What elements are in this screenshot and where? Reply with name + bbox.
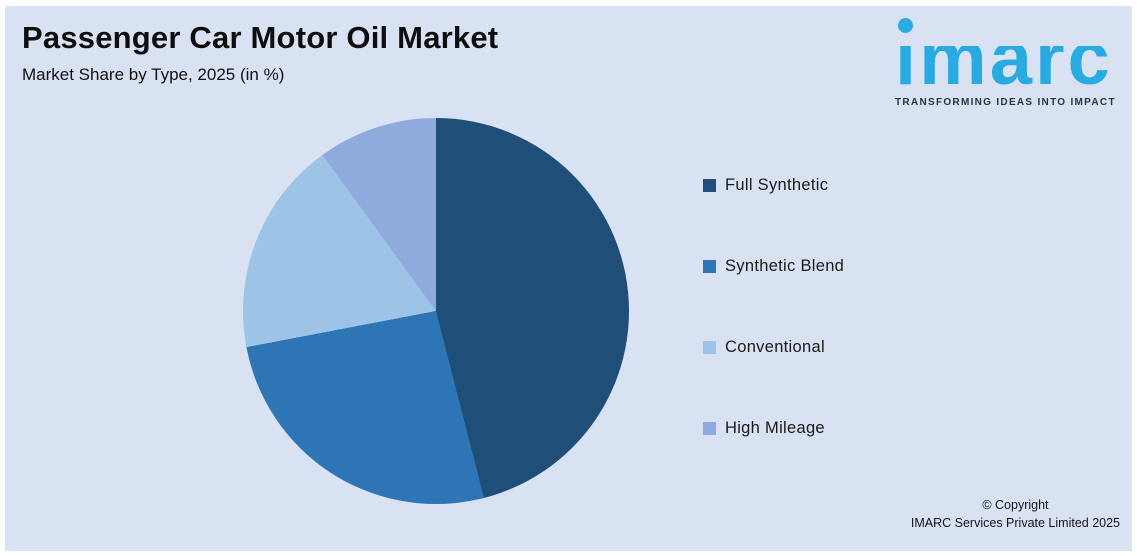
chart-header: Passenger Car Motor Oil Market Market Sh… [22, 19, 498, 85]
logo-wordmark: imarc [895, 46, 1113, 92]
legend-label: Full Synthetic [725, 175, 829, 194]
chart-subtitle: Market Share by Type, 2025 (in %) [22, 64, 285, 84]
legend-swatch-synthetic-blend [703, 259, 716, 273]
copyright-notice: © Copyright IMARC Services Private Limit… [911, 496, 1120, 534]
legend-item-conventional: Conventional [703, 335, 844, 359]
legend-label: Synthetic Blend [725, 256, 845, 275]
legend-item-full-synthetic: Full Synthetic [703, 173, 844, 197]
page-title: Passenger Car Motor Oil Market [22, 20, 499, 55]
chart-canvas: Passenger Car Motor Oil Market Market Sh… [5, 6, 1132, 551]
logo-tagline: TRANSFORMING IDEAS INTO IMPACT [895, 97, 1116, 108]
chart-legend: Full Synthetic Synthetic Blend Conventio… [703, 173, 844, 497]
legend-item-high-mileage: High Mileage [703, 416, 844, 440]
legend-label: High Mileage [725, 418, 825, 437]
legend-swatch-full-synthetic [703, 178, 716, 192]
legend-swatch-high-mileage [703, 421, 716, 435]
legend-swatch-conventional [703, 340, 716, 354]
copyright-line-2: IMARC Services Private Limited 2025 [910, 516, 1120, 531]
logo-dot-icon [898, 18, 913, 33]
pie-chart [243, 118, 629, 504]
copyright-line-1: © Copyright [982, 497, 1049, 512]
legend-label: Conventional [725, 337, 825, 356]
imarc-logo: imarc TRANSFORMING IDEAS INTO IMPACT [895, 18, 1123, 108]
logo-wordmark-wrap: imarc [895, 46, 1123, 92]
legend-item-synthetic-blend: Synthetic Blend [703, 254, 844, 278]
